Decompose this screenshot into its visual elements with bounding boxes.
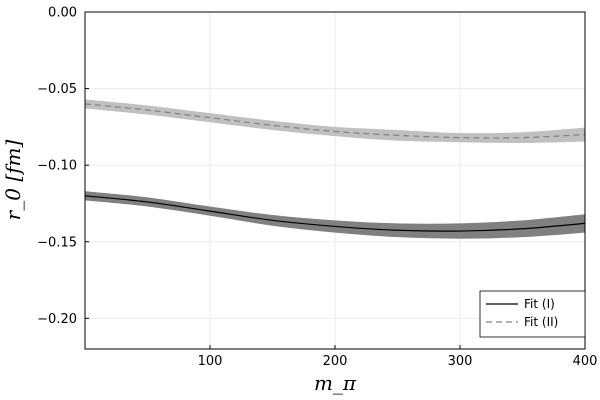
y-tick-label: −0.05: [37, 82, 77, 97]
x-tick-label: 200: [323, 354, 348, 369]
y-tick-label: −0.20: [37, 312, 77, 327]
legend-label-fit-i: Fit (I): [524, 297, 555, 311]
uncertainty-bands: [85, 99, 585, 239]
x-tick-label: 300: [448, 354, 473, 369]
y-tick-label: −0.10: [37, 159, 77, 174]
legend-label-fit-ii: Fit (II): [524, 315, 558, 329]
y-axis-label: r_0 [fm]: [1, 140, 25, 221]
legend: Fit (I) Fit (II): [479, 290, 586, 338]
legend-box: [479, 290, 586, 338]
series-lines: [84, 103, 586, 232]
line-fit-i: [84, 195, 586, 232]
band-fit-ii: [85, 99, 585, 143]
tick-labels: 100 200 300 400 0.00 −0.05 −0.10 −0.15 −0.20: [37, 6, 597, 370]
x-tick-label: 400: [573, 354, 598, 369]
y-tick-label: 0.00: [48, 6, 77, 21]
x-axis-label: m_π: [314, 371, 357, 395]
x-tick-label: 100: [198, 354, 223, 369]
line-fit-ii: [84, 103, 586, 139]
band-fit-i: [85, 191, 585, 239]
y-tick-label: −0.15: [37, 235, 77, 250]
